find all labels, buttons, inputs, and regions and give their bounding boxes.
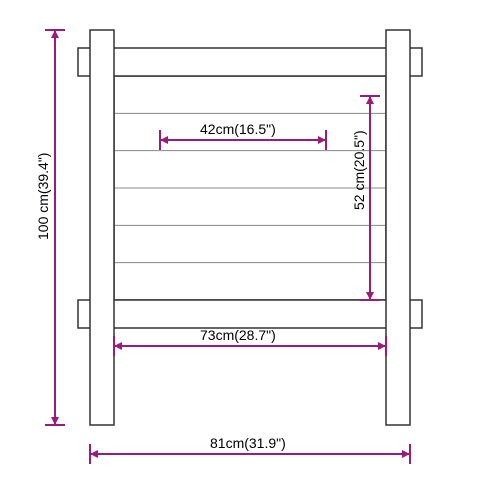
top-rail [78, 48, 422, 76]
left-post [90, 30, 114, 425]
width_73-label: 73cm(28.7") [200, 327, 276, 343]
headboard-dimension-diagram: 100 cm(39.4") 52 cm(20.5") 42cm(16.5") 73cm… [0, 0, 500, 500]
height_100-label: 100 cm(39.4") [35, 153, 51, 240]
bottom-rail [78, 300, 422, 328]
width_81-label: 81cm(31.9") [210, 435, 286, 451]
dimension-arrow [90, 450, 98, 458]
right-post [386, 30, 410, 425]
dimension-arrow [51, 417, 59, 425]
height_52-label: 52 cm(20.5") [351, 130, 367, 210]
width_42-label: 42cm(16.5") [200, 121, 276, 137]
dimension-arrow [114, 342, 122, 350]
dimension-arrow [378, 342, 386, 350]
dimension-arrow [51, 30, 59, 38]
dimension-arrow [402, 450, 410, 458]
